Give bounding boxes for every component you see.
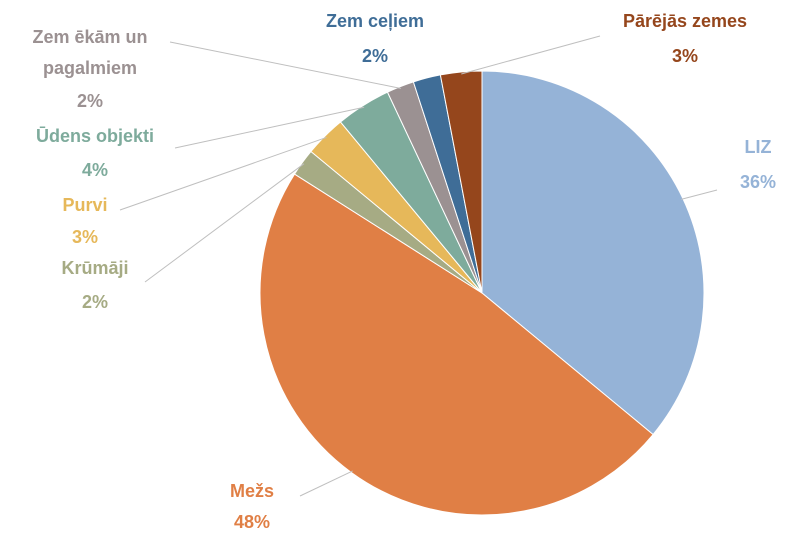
slice-value-label: 2% [361,46,389,66]
slice-label: Pārējās zemes [622,11,748,31]
leader-line [119,136,327,211]
slice-label: Zem ceļiem [325,11,425,31]
leader-line [299,470,353,497]
slice-value-label: 48% [233,512,271,532]
slice-label: Krūmāji [61,258,129,278]
leader-line [169,41,402,89]
slice-label: Purvi [62,195,108,215]
slice-value-label: 4% [81,160,109,180]
slice-value-label: 3% [671,46,699,66]
leader-line [461,35,601,75]
slice-label: LIZ [744,137,772,157]
slice-label: Mežs [229,481,275,501]
slice-label: Ūdens objekti [35,126,155,146]
leader-line [680,189,718,200]
slice-label: Zem ēkām un pagalmiem [32,27,148,78]
slice-value-label: 2% [76,91,104,111]
leader-line [174,106,365,149]
slice-value-label: 3% [71,227,99,247]
slice-value-label: 2% [81,292,109,312]
pie-slice [439,70,483,294]
slice-value-label: 36% [739,172,777,192]
leader-line [144,163,305,283]
pie-slice [259,173,654,516]
